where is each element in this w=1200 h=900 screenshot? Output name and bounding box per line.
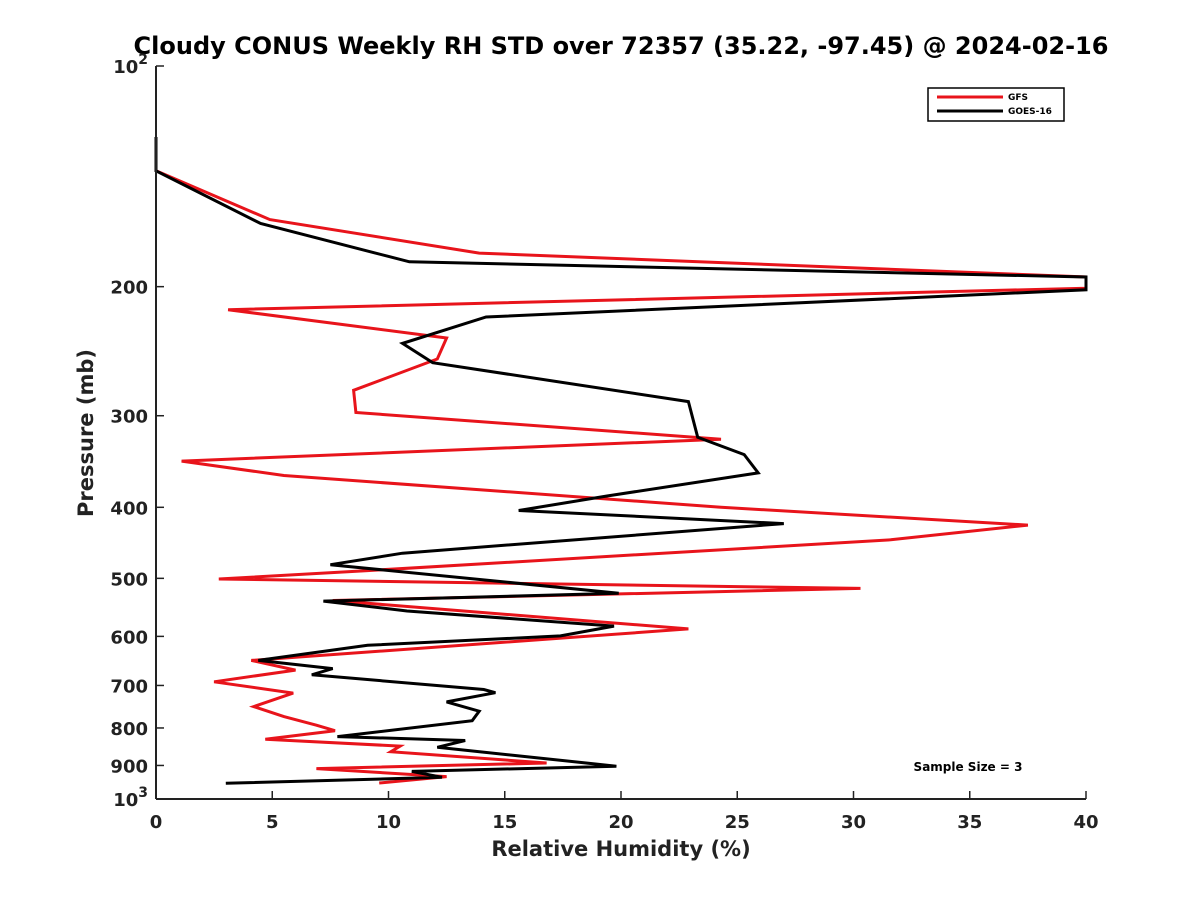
legend-entries: GFS GOES-16 xyxy=(937,93,1052,117)
y-tick-label: 600 xyxy=(110,627,148,648)
x-tick-label: 5 xyxy=(266,812,279,833)
plot-lines xyxy=(154,137,1088,785)
x-axis-ticks: 0 5 10 15 20 25 30 35 40 xyxy=(150,791,1099,833)
y-tick-label: 400 xyxy=(110,498,148,519)
series-line-gfs xyxy=(154,137,1088,785)
x-tick-label: 35 xyxy=(957,812,982,833)
x-tick-label: 30 xyxy=(841,812,866,833)
y-tick-label: 700 xyxy=(110,676,148,697)
series-line-goes-16 xyxy=(154,137,1088,785)
legend-label: GOES-16 xyxy=(1008,107,1052,117)
x-tick-label: 25 xyxy=(725,812,750,833)
y-tick-label: 103 xyxy=(113,785,148,811)
y-axis-label: Pressure (mb) xyxy=(74,349,98,517)
y-tick-label: 900 xyxy=(110,756,148,777)
legend-label: GFS xyxy=(1008,93,1028,103)
x-tick-label: 10 xyxy=(376,812,401,833)
chart-title: Cloudy CONUS Weekly RH STD over 72357 (3… xyxy=(134,32,1109,60)
legend-box xyxy=(927,87,1065,122)
x-tick-label: 0 xyxy=(150,812,163,833)
y-tick-label: 300 xyxy=(110,407,148,428)
x-axis-label: Relative Humidity (%) xyxy=(491,837,750,861)
x-tick-label: 20 xyxy=(608,812,633,833)
y-tick-label: 800 xyxy=(110,719,148,740)
x-tick-label: 15 xyxy=(492,812,517,833)
legend: GFS GOES-16 xyxy=(927,87,1065,122)
y-tick-label: 102 xyxy=(113,52,148,78)
y-tick-label: 500 xyxy=(110,569,148,590)
x-tick-label: 40 xyxy=(1073,812,1098,833)
sample-size-annotation: Sample Size = 3 xyxy=(914,760,1023,774)
y-tick-label: 200 xyxy=(110,278,148,299)
y-axis-ticks: 102 200 300 400 500 600 700 800 900 103 xyxy=(110,52,164,811)
